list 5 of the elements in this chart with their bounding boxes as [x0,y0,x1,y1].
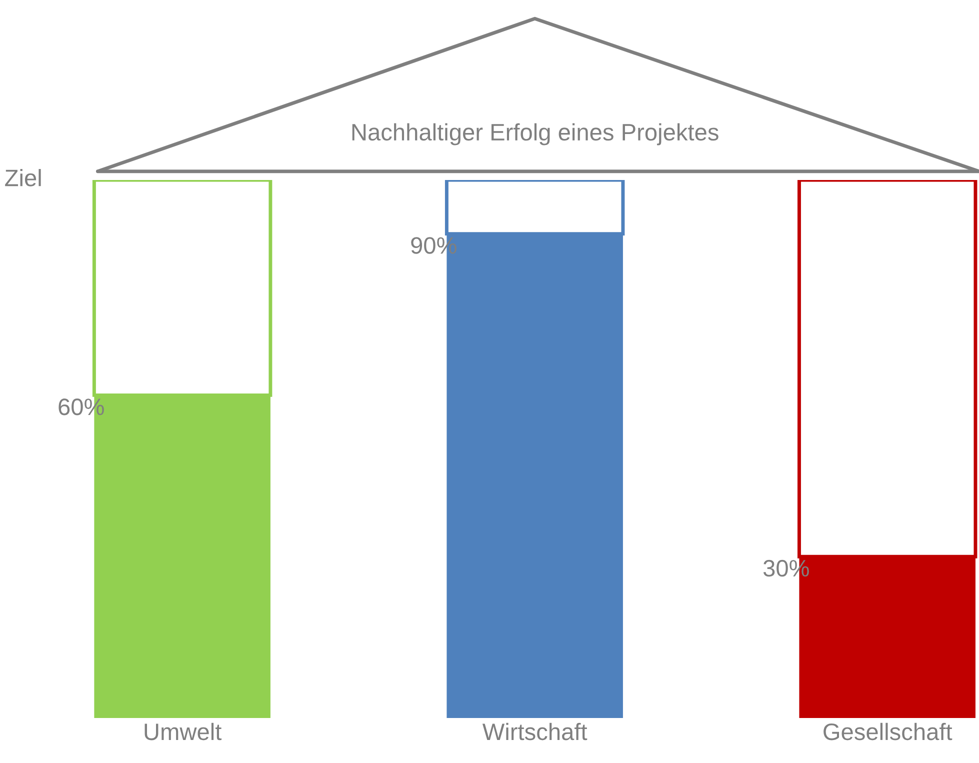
x-tick-label: Umwelt [144,722,222,740]
x-tick-label: Gesellschaft [824,722,952,740]
x-tick-label: Wirtschaft [482,722,588,740]
chart-title: Nachhaltiger Erfolg eines Projektes [352,123,718,146]
annotation: Ziel [5,168,41,186]
